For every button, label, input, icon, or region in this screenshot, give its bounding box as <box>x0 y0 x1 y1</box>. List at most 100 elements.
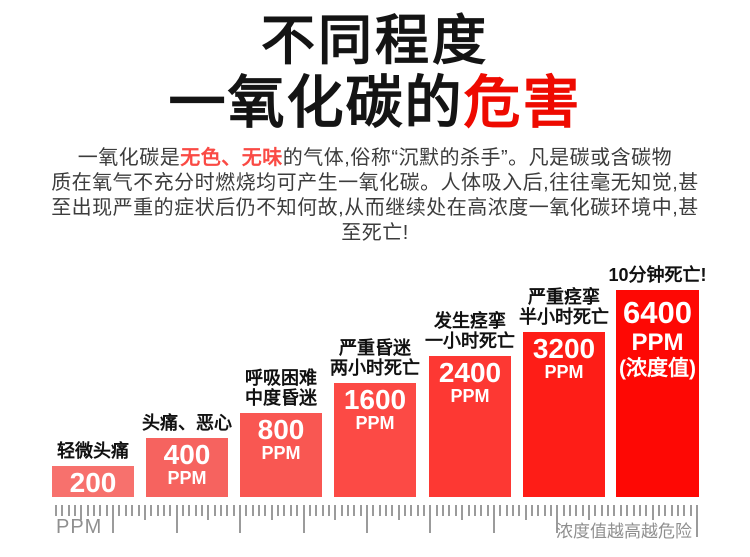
ruler-tick <box>258 505 260 516</box>
ruler-tick <box>245 505 247 516</box>
ruler-tick <box>176 505 178 533</box>
ruler-tick <box>277 505 279 516</box>
bar-category-label: 轻微头痛 <box>13 441 173 461</box>
ruler-tick <box>556 505 558 533</box>
bar-value: 800 <box>257 414 305 445</box>
ruler-tick <box>138 505 140 516</box>
ruler-tick <box>398 505 400 520</box>
ruler-tick <box>671 505 673 516</box>
ruler-tick <box>290 505 292 516</box>
bar-unit: PPM <box>544 362 584 382</box>
bar-category-label-line: 严重昏迷 <box>339 338 411 358</box>
bar-rect: 2400 PPM <box>429 356 511 497</box>
ruler-tick <box>518 505 520 516</box>
ruler-tick <box>226 505 228 516</box>
bar-column-6400ppm: 10分钟死亡! 6400 PPM (浓度值) <box>608 265 707 497</box>
bar-unit: PPM <box>631 329 684 356</box>
ruler-tick <box>322 505 324 516</box>
bar-category-label-line: 中度昏迷 <box>245 388 317 408</box>
ruler-tick <box>658 505 660 516</box>
bar-category-label: 发生痉挛 一小时死亡 <box>390 311 550 351</box>
ruler-tick <box>360 505 362 516</box>
bar-value: 400 <box>163 439 211 470</box>
bar-unit: PPM <box>450 386 490 406</box>
bar-rect: 6400 PPM (浓度值) <box>616 290 699 497</box>
ruler-tick <box>182 505 184 516</box>
ruler-tick <box>506 505 508 516</box>
bar-category-label: 严重昏迷 两小时死亡 <box>295 338 455 378</box>
ruler-tick <box>537 505 539 516</box>
ruler-tick <box>328 505 330 516</box>
bar-column-800ppm: 呼吸困难 中度昏迷 800 PPM <box>240 368 322 497</box>
page-title-line2: 一氧化碳的危害 <box>0 72 750 134</box>
ruler-tick <box>448 505 450 516</box>
bar-category-label: 10分钟死亡! <box>578 265 738 285</box>
ruler-tick <box>68 505 70 516</box>
ruler-tick <box>144 505 146 520</box>
ruler-tick <box>87 505 89 516</box>
ruler-tick <box>493 505 495 533</box>
ruler-tick <box>296 505 298 516</box>
ruler-tick <box>442 505 444 516</box>
ruler-tick <box>696 505 698 537</box>
bar-column-1600ppm: 严重昏迷 两小时死亡 1600 PPM <box>330 338 420 497</box>
ruler-tick <box>283 505 285 516</box>
ruler-tick <box>80 505 82 520</box>
bar-category-label-line: 两小时死亡 <box>330 358 420 378</box>
intro-line1-pre: 一氧化碳是 <box>77 147 181 169</box>
ruler-tick <box>575 505 577 516</box>
bar-category-label-line: 轻微头痛 <box>57 441 129 461</box>
ruler-tick <box>252 505 254 516</box>
ruler-tick <box>645 505 647 516</box>
ruler-tick <box>353 505 355 516</box>
intro-line1-post: 的气体,俗称“沉默的杀手”。凡是碳或含碳物 <box>282 147 673 169</box>
ruler-tick <box>118 505 120 516</box>
ruler-tick <box>683 505 685 516</box>
bar-column-3200ppm: 严重痉挛 半小时死亡 3200 PPM <box>519 287 609 497</box>
axis-right-label: 浓度值越高越危险 <box>556 522 692 541</box>
ruler-tick <box>207 505 209 520</box>
ruler-tick <box>334 505 336 520</box>
bar-category-label: 头痛、恶心 <box>107 413 267 433</box>
ruler-tick <box>620 505 622 516</box>
ruler-tick <box>410 505 412 516</box>
intro-line-1: 一氧化碳是无色、无味的气体,俗称“沉默的杀手”。凡是碳或含碳物 <box>0 146 750 171</box>
ruler-tick <box>271 505 273 520</box>
bar-category-label-line: 半小时死亡 <box>519 307 609 327</box>
ruler-tick <box>163 505 165 516</box>
ruler-tick <box>214 505 216 516</box>
ruler-tick <box>106 505 108 516</box>
bar-extra-note: (浓度值) <box>619 357 696 380</box>
ruler-tick <box>607 505 609 516</box>
ruler-tick <box>61 505 63 516</box>
bar-value: 1600 <box>343 384 407 415</box>
bar-column-200ppm: 轻微头痛 200 <box>52 441 134 497</box>
ruler-tick <box>379 505 381 516</box>
bar-value: 2400 <box>438 357 502 388</box>
ruler-tick <box>423 505 425 516</box>
bar-category-label: 严重痉挛 半小时死亡 <box>484 287 644 327</box>
ruler-tick <box>480 505 482 516</box>
ruler-tick <box>385 505 387 516</box>
ruler-tick <box>455 505 457 516</box>
intro-highlight: 无色、无味 <box>180 147 283 169</box>
bar-rect: 400 PPM <box>146 438 228 497</box>
bar-category-label-line: 呼吸困难 <box>245 368 317 388</box>
ruler-tick <box>112 505 114 533</box>
title-line2-black: 一氧化碳的 <box>168 71 464 135</box>
ruler-tick <box>74 505 76 516</box>
ruler-tick <box>677 505 679 516</box>
ruler-tick <box>563 505 565 516</box>
ruler-tick <box>157 505 159 516</box>
ruler-tick <box>474 505 476 516</box>
ruler-tick <box>93 505 95 516</box>
ruler-tick <box>404 505 406 516</box>
intro-line-2: 质在氧气不充分时燃烧均可产生一氧化碳。人体吸入后,往往毫无知觉,甚 <box>51 172 699 194</box>
ruler-tick <box>531 505 533 516</box>
ruler-tick <box>436 505 438 516</box>
bar-rect: 800 PPM <box>240 413 322 497</box>
ruler-tick <box>303 505 305 533</box>
ruler-tick <box>195 505 197 516</box>
bar-unit: PPM <box>355 413 395 433</box>
